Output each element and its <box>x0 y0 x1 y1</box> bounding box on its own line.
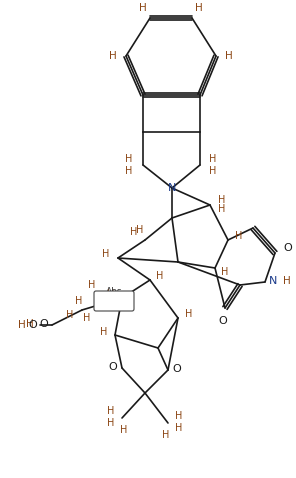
Text: H: H <box>18 320 26 330</box>
Text: H: H <box>221 267 229 277</box>
Text: H: H <box>136 225 144 235</box>
Text: N: N <box>269 276 277 286</box>
Text: H: H <box>109 51 117 61</box>
Text: O: O <box>109 362 118 372</box>
Text: H: H <box>235 231 243 241</box>
Text: O: O <box>284 243 292 253</box>
Text: O: O <box>173 364 181 374</box>
Text: H: H <box>26 319 34 329</box>
Text: H: H <box>88 280 96 290</box>
Text: H: H <box>107 418 115 428</box>
Text: H: H <box>185 309 193 319</box>
Text: H: H <box>139 3 147 13</box>
Text: O: O <box>29 320 37 330</box>
Text: H: H <box>100 327 108 337</box>
Text: H: H <box>209 166 217 176</box>
Text: H: H <box>175 411 183 421</box>
Text: H: H <box>125 166 133 176</box>
Text: H: H <box>125 154 133 164</box>
Text: H: H <box>209 154 217 164</box>
Text: H: H <box>75 296 83 306</box>
Text: H: H <box>195 3 203 13</box>
Text: H: H <box>156 271 164 281</box>
Text: O: O <box>219 316 227 326</box>
Text: H: H <box>120 425 128 435</box>
Text: H: H <box>283 276 291 286</box>
FancyBboxPatch shape <box>94 291 134 311</box>
Text: H: H <box>225 51 233 61</box>
Text: N: N <box>168 183 176 193</box>
Text: H: H <box>66 310 74 320</box>
Text: O: O <box>40 319 48 329</box>
Text: H: H <box>102 249 110 259</box>
Text: H: H <box>83 313 91 323</box>
Text: H: H <box>130 227 138 237</box>
Text: H: H <box>218 204 226 214</box>
Text: H: H <box>175 423 183 433</box>
Text: H: H <box>107 406 115 416</box>
Text: H: H <box>162 430 170 440</box>
Text: H: H <box>218 195 226 205</box>
Text: H: H <box>107 289 115 299</box>
Text: Abs: Abs <box>106 286 122 295</box>
